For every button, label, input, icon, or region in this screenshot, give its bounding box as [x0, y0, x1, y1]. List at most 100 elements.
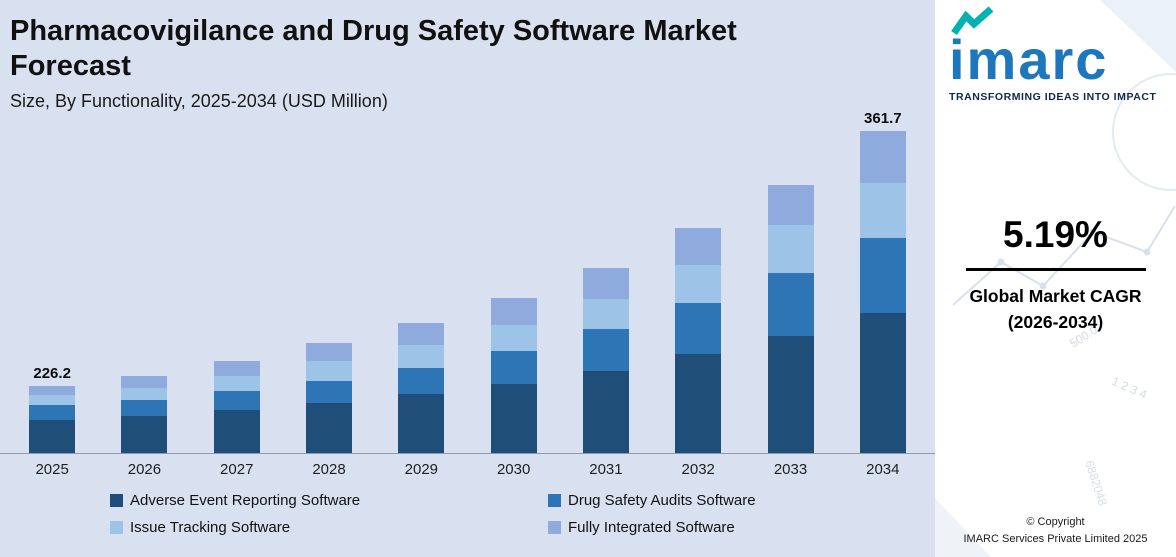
chart-legend: Adverse Event Reporting Software Drug Saf…: [0, 492, 935, 536]
legend-swatch: [110, 493, 123, 507]
bar-segment: [398, 344, 445, 368]
bar-stack: [121, 375, 168, 453]
bar-segment: [490, 297, 537, 325]
decorative-number-2: 1 2 3 4: [1110, 374, 1150, 402]
x-axis: 2025 2026 2027 2028 2029 2030 2031 2032 2033 2034: [0, 461, 935, 478]
bar-segment: [306, 360, 353, 381]
chart-subtitle: Size, By Functionality, 2025-2034 (USD M…: [10, 90, 388, 111]
bar-segment: [121, 387, 168, 400]
imarc-logo-tagline: TRANSFORMING IDEAS INTO IMPACT: [949, 91, 1157, 103]
bar-segment: [398, 393, 445, 453]
bar-group: [283, 322, 375, 453]
bar-stack: [582, 267, 629, 453]
legend-item: Drug Safety Audits Software: [548, 492, 935, 509]
decorative-number-3: 6882048: [1082, 459, 1110, 508]
bar-segment: [121, 415, 168, 453]
bar-segment: [767, 184, 814, 225]
legend-item: Fully Integrated Software: [548, 519, 935, 536]
imarc-logo: imarc TRANSFORMING IDEAS INTO IMPACT: [935, 6, 1176, 103]
x-axis-label: 2030: [496, 460, 531, 478]
x-axis-label: 2029: [404, 460, 439, 478]
bar-stack: [398, 322, 445, 453]
x-axis-label: 2031: [589, 460, 623, 478]
cagr-divider: [965, 268, 1146, 271]
bar-segment: [121, 375, 168, 388]
bar-stack: [29, 385, 76, 453]
cagr-value: 5.19%: [1003, 214, 1108, 255]
cagr-label-line1: Global Market CAGR: [969, 286, 1142, 306]
bar-segment: [29, 385, 76, 395]
bar-segment: [398, 322, 445, 345]
bar-segment: [490, 350, 537, 384]
bar-group: [560, 247, 652, 453]
bar-segment: [859, 237, 906, 313]
copyright-line1: © Copyright: [1026, 515, 1085, 528]
cagr-block: 5.19% Global Market CAGR (2026-2034): [935, 214, 1176, 336]
legend-label: Drug Safety Audits Software: [568, 491, 756, 509]
bar-segment: [675, 353, 722, 453]
bar-segment: [213, 360, 260, 376]
bar-value-label: 361.7: [864, 109, 902, 127]
bar-segment: [490, 324, 537, 351]
bar-segment: [675, 302, 722, 354]
bar-group: [467, 277, 559, 453]
bar-segment: [582, 370, 629, 453]
x-axis-label: 2034: [866, 460, 900, 478]
bar-stack: [675, 227, 722, 453]
bar-segment: [859, 312, 906, 453]
x-axis-label: 2025: [35, 460, 69, 478]
bar-value-label: 226.2: [33, 364, 71, 382]
legend-swatch: [548, 493, 561, 507]
x-axis-label: 2033: [773, 460, 808, 478]
bar-group: [191, 340, 283, 453]
bar-segment: [582, 328, 629, 371]
bar-group: [652, 207, 744, 453]
bar-segment: [859, 182, 906, 238]
x-axis-label: 2028: [312, 460, 346, 478]
bar-segment: [582, 267, 629, 299]
bar-stack: [306, 342, 353, 453]
imarc-logo-text: imarc: [949, 28, 1109, 91]
bar-segment: [767, 224, 814, 273]
bar-segment: [767, 272, 814, 336]
bar-stack: [213, 360, 260, 453]
x-axis-label: 2032: [681, 460, 715, 478]
chart-title: Pharmacovigilance and Drug Safety Softwa…: [10, 15, 737, 83]
bar-segment: [213, 375, 260, 391]
bar-stack: [767, 184, 814, 453]
imarc-logo-mark-icon: [951, 6, 994, 36]
chart-section: Pharmacovigilance and Drug Safety Softwa…: [0, 0, 935, 557]
bar-segment: [398, 367, 445, 394]
bar-stack: [490, 297, 537, 453]
bar-segment: [29, 404, 76, 420]
bar-group: 226.2: [6, 365, 98, 453]
x-axis-label: 2026: [127, 460, 162, 478]
chart-header: Pharmacovigilance and Drug Safety Softwa…: [0, 0, 935, 112]
legend-item: Adverse Event Reporting Software: [110, 492, 548, 509]
legend-item: Issue Tracking Software: [110, 519, 548, 536]
bar-segment: [29, 419, 76, 453]
bar-segment: [306, 402, 353, 453]
copyright-line2: IMARC Services Private Limited 2025: [963, 532, 1148, 545]
bar-group: [744, 164, 836, 453]
x-axis-label: 2027: [220, 460, 254, 478]
legend-label: Adverse Event Reporting Software: [130, 491, 361, 509]
bar-group: [375, 302, 467, 453]
cagr-label-line2: (2026-2034): [1007, 312, 1104, 333]
bar-segment: [675, 227, 722, 265]
bar-group: [98, 355, 190, 453]
copyright-notice: © Copyright IMARC Services Private Limit…: [935, 514, 1176, 548]
bar-segment: [767, 335, 814, 453]
legend-label: Issue Tracking Software: [130, 518, 291, 536]
bar-segment: [213, 409, 260, 453]
side-panel: 500.0 1 2 3 4 6882048 imarc TRANSFORMING…: [935, 0, 1176, 557]
bar-segment: [29, 394, 76, 405]
bar-segment: [213, 390, 260, 410]
bar-area: 226.2 361.7: [0, 110, 935, 454]
bar-segment: [582, 298, 629, 329]
bar-segment: [121, 399, 168, 416]
legend-swatch: [110, 520, 123, 534]
legend-label: Fully Integrated Software: [568, 518, 735, 536]
legend-swatch: [548, 520, 561, 534]
